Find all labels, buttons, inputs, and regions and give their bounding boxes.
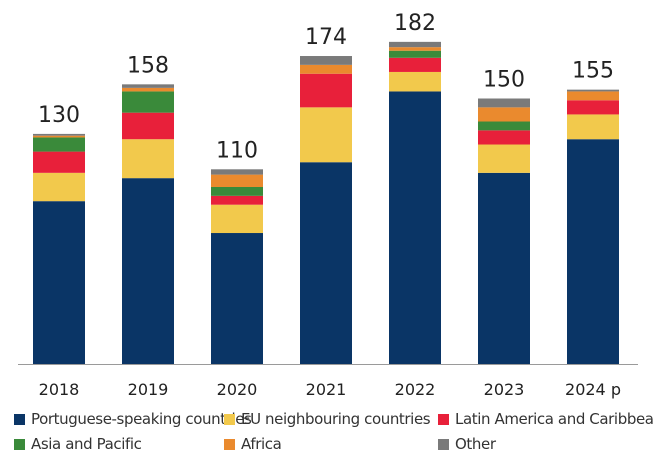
x-tick-label-2019: 2019 bbox=[128, 380, 169, 399]
total-label-2022: 182 bbox=[394, 11, 436, 36]
bar-segment-2020-s5 bbox=[211, 169, 263, 175]
legend-label-s5: Other bbox=[455, 435, 496, 453]
x-tick-label-2022: 2022 bbox=[395, 380, 436, 399]
bar-segment-2024-p-s2 bbox=[567, 100, 619, 115]
bar-segment-2021-s2 bbox=[300, 73, 352, 108]
bar-segment-2018-s3 bbox=[33, 137, 85, 152]
bar-segment-2022-s0 bbox=[389, 91, 441, 365]
legend-swatch-s4 bbox=[224, 438, 235, 450]
bar-segment-2019-s5 bbox=[122, 84, 174, 88]
total-label-2021: 174 bbox=[305, 25, 347, 50]
legend-item-s4: Africa bbox=[224, 435, 282, 453]
bar-segment-2018-s4 bbox=[33, 135, 85, 138]
legend-item-s1: EU neighbouring countries bbox=[224, 410, 431, 428]
legend: Portuguese-speaking countries EU neighbou… bbox=[14, 410, 653, 460]
bar-segment-2020-s2 bbox=[211, 195, 263, 205]
legend-label-s4: Africa bbox=[241, 435, 282, 453]
x-tick-label-2024-p: 2024 p bbox=[565, 380, 621, 399]
bar-segment-2024-p-s5 bbox=[567, 89, 619, 92]
bar-segment-2018-s1 bbox=[33, 172, 85, 202]
bar-segment-2022-s3 bbox=[389, 50, 441, 58]
bar-segment-2019-s3 bbox=[122, 91, 174, 113]
bar-segment-2022-s5 bbox=[389, 41, 441, 48]
legend-label-s0: Portuguese-speaking countries bbox=[31, 410, 252, 428]
bar-segment-2019-s4 bbox=[122, 87, 174, 92]
total-label-2024-p: 155 bbox=[572, 59, 614, 84]
bar-segment-2023-s1 bbox=[478, 144, 530, 173]
legend-label-s3: Asia and Pacific bbox=[31, 435, 142, 453]
bar-segment-2020-s3 bbox=[211, 187, 263, 196]
legend-swatch-s2 bbox=[438, 413, 449, 425]
bar-segment-2024-p-s4 bbox=[567, 91, 619, 101]
bar-segment-2020-s4 bbox=[211, 174, 263, 187]
bar-segment-2021-s4 bbox=[300, 64, 352, 74]
bar-segment-2023-s2 bbox=[478, 130, 530, 145]
bars-group bbox=[33, 41, 619, 365]
legend-label-s2: Latin America and Caribbean bbox=[455, 410, 653, 428]
legend-label-s1: EU neighbouring countries bbox=[241, 410, 431, 428]
legend-item-s5: Other bbox=[438, 435, 496, 453]
bar-segment-2019-s2 bbox=[122, 112, 174, 140]
total-label-2023: 150 bbox=[483, 68, 525, 93]
total-label-2020: 110 bbox=[216, 138, 258, 163]
bar-segment-2022-s4 bbox=[389, 47, 441, 51]
bar-segment-2023-s5 bbox=[478, 98, 530, 108]
bar-segment-2021-s0 bbox=[300, 162, 352, 364]
x-tick-label-2023: 2023 bbox=[484, 380, 525, 399]
x-tick-label-2018: 2018 bbox=[39, 380, 80, 399]
bar-segment-2022-s1 bbox=[389, 71, 441, 92]
bar-segment-2023-s4 bbox=[478, 107, 530, 122]
bar-segment-2024-p-s0 bbox=[567, 139, 619, 364]
bar-segment-2023-s3 bbox=[478, 121, 530, 131]
legend-swatch-s5 bbox=[438, 438, 449, 450]
bar-segment-2022-s2 bbox=[389, 57, 441, 72]
legend-swatch-s0 bbox=[14, 413, 25, 425]
legend-swatch-s3 bbox=[14, 438, 25, 450]
bar-segment-2018-s5 bbox=[33, 133, 85, 136]
bar-segment-2021-s5 bbox=[300, 56, 352, 65]
bar-segment-2021-s1 bbox=[300, 107, 352, 163]
x-tick-labels-group: 2018 2019 2020 2021 2022 2023 2024 p bbox=[39, 380, 621, 399]
bar-segment-2018-s2 bbox=[33, 151, 85, 173]
x-tick-label-2020: 2020 bbox=[217, 380, 258, 399]
bar-segment-2020-s0 bbox=[211, 233, 263, 364]
bar-segment-2018-s0 bbox=[33, 201, 85, 364]
bar-segment-2023-s0 bbox=[478, 172, 530, 364]
x-tick-label-2021: 2021 bbox=[306, 380, 347, 399]
bar-segment-2019-s0 bbox=[122, 178, 174, 364]
legend-item-s3: Asia and Pacific bbox=[14, 435, 142, 453]
legend-swatch-s1 bbox=[224, 413, 235, 425]
bar-segment-2024-p-s1 bbox=[567, 114, 619, 140]
bar-segment-2019-s1 bbox=[122, 139, 174, 179]
legend-item-s0: Portuguese-speaking countries bbox=[14, 410, 252, 428]
total-labels-group: 130 158 110 174 182 150 155 bbox=[38, 11, 614, 163]
total-label-2019: 158 bbox=[127, 53, 169, 78]
legend-item-s2: Latin America and Caribbean bbox=[438, 410, 653, 428]
bar-segment-2020-s1 bbox=[211, 204, 263, 234]
total-label-2018: 130 bbox=[38, 103, 80, 128]
